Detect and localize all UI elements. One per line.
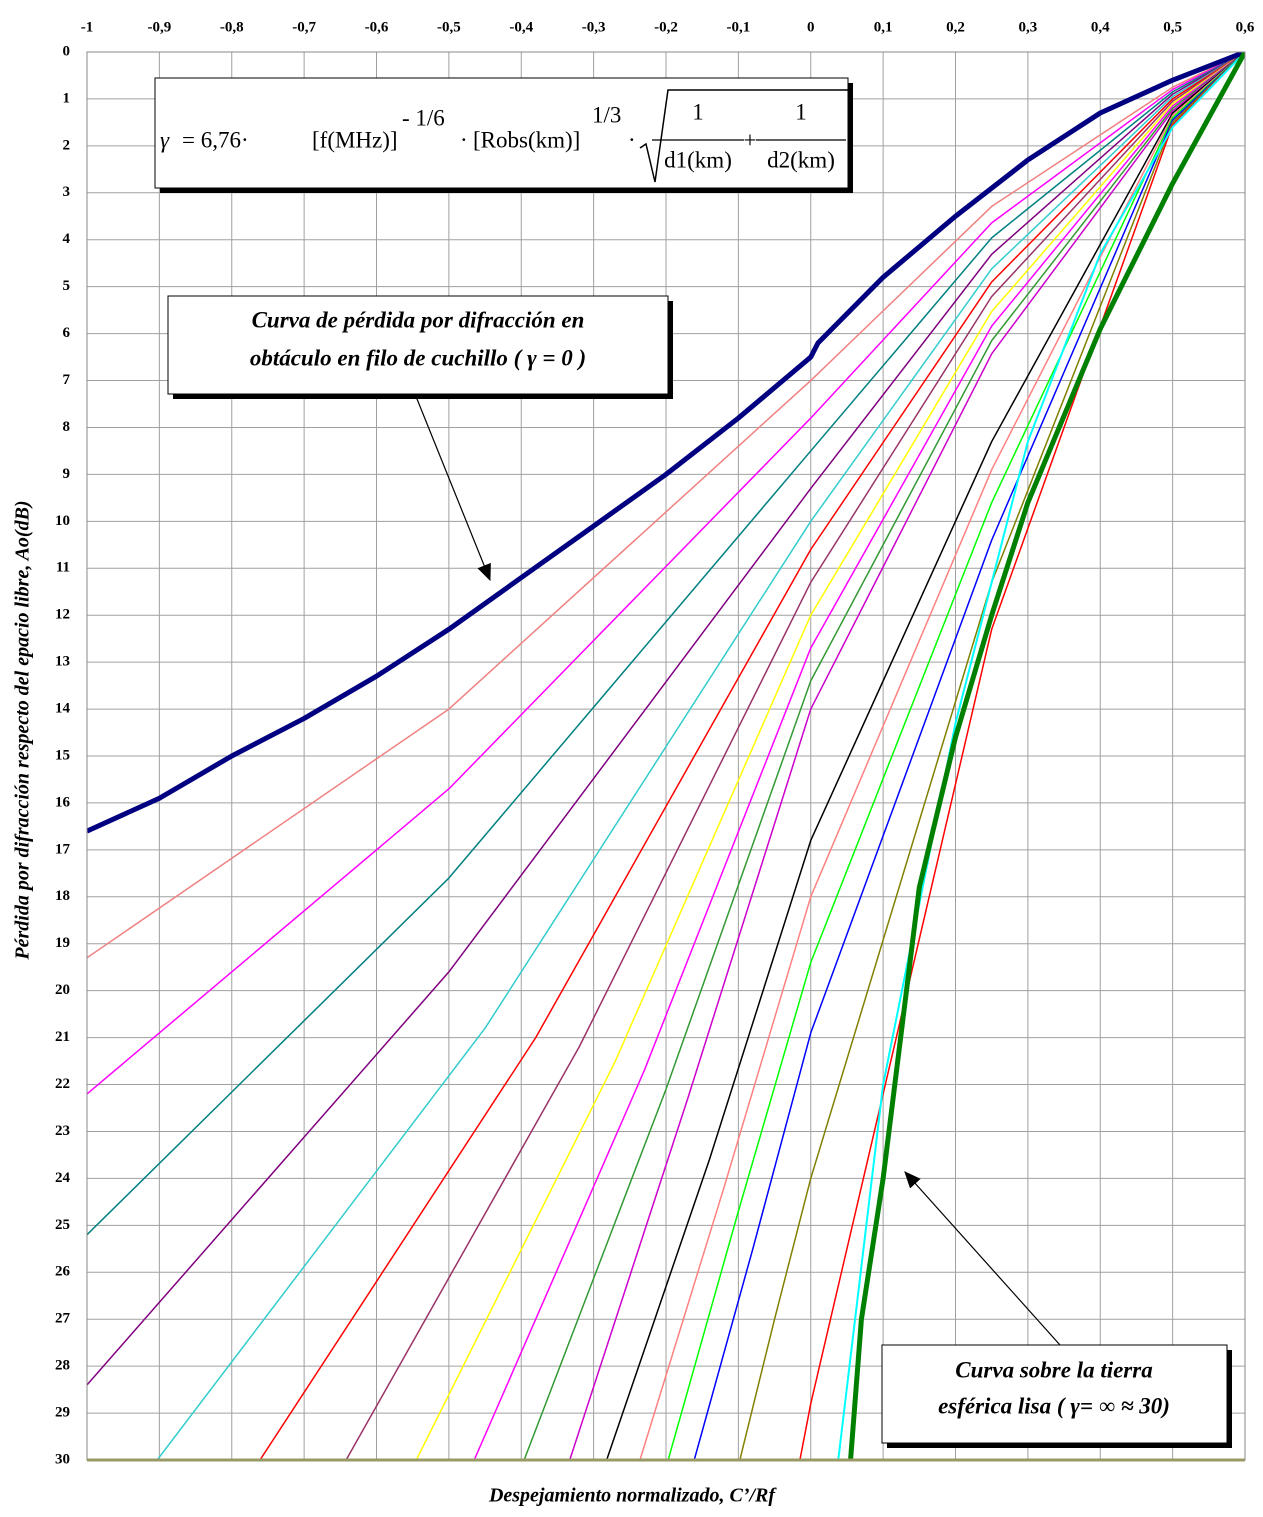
curve	[639, 52, 1245, 1460]
formula-part: ·	[628, 127, 636, 152]
x-tick-label: -0,2	[654, 19, 678, 35]
y-tick-label: 16	[55, 794, 71, 810]
curve	[523, 52, 1245, 1460]
y-tick-label: 24	[55, 1170, 71, 1186]
x-tick-label: 0,4	[1091, 19, 1110, 35]
x-tick-label: -0,7	[292, 19, 316, 35]
curve	[87, 52, 1245, 959]
formula-part: d1(km)	[664, 147, 732, 172]
annotation-box	[167, 295, 669, 395]
formula-part: 1/3	[592, 102, 621, 127]
formula-part: ·	[460, 127, 468, 152]
y-tick-label: 20	[55, 982, 70, 998]
curve	[156, 52, 1245, 1460]
y-tick-label: 11	[56, 560, 70, 576]
x-tick-label: 0,6	[1236, 19, 1255, 35]
x-tick-label: 0,3	[1019, 19, 1038, 35]
curve	[693, 52, 1245, 1460]
formula-part: = 6,76·	[182, 127, 249, 152]
y-tick-label: 2	[63, 137, 71, 153]
y-tick-label: 25	[55, 1217, 70, 1233]
y-tick-label: 6	[63, 325, 71, 341]
y-tick-label: 26	[55, 1264, 71, 1280]
y-tick-label: 10	[55, 513, 70, 529]
x-tick-label: 0,1	[874, 19, 893, 35]
y-tick-label: 3	[63, 184, 71, 200]
sqrt-sign	[639, 89, 848, 183]
curve	[848, 52, 1245, 1460]
y-tick-label: 9	[63, 466, 71, 482]
formula-part: +	[744, 127, 757, 152]
y-tick-label: 5	[63, 278, 71, 294]
formula-part: - 1/6	[402, 105, 445, 130]
y-tick-label: 23	[55, 1123, 70, 1139]
y-tick-label: 7	[63, 372, 71, 388]
curve	[87, 52, 1245, 834]
y-axis-label: Pérdida por difracción respecto del epac…	[12, 500, 34, 960]
x-tick-label: -0,5	[437, 19, 461, 35]
formula-part: d2(km)	[767, 147, 835, 172]
y-tick-label: 1	[63, 90, 71, 106]
y-tick-label: 27	[55, 1311, 71, 1327]
curve	[799, 52, 1245, 1460]
curve	[345, 52, 1245, 1460]
y-tick-label: 12	[55, 607, 70, 623]
curve	[667, 52, 1245, 1460]
x-tick-label: -0,6	[365, 19, 389, 35]
curve	[605, 52, 1245, 1460]
curve	[415, 52, 1245, 1460]
x-tick-label: -0,3	[582, 19, 606, 35]
formula-part: 1	[795, 99, 807, 124]
x-tick-label: -0,9	[148, 19, 172, 35]
y-tick-label: 22	[55, 1076, 70, 1092]
curve	[739, 52, 1245, 1460]
curve	[473, 52, 1245, 1460]
x-tick-label: 0	[807, 19, 815, 35]
formula-part: 1	[692, 99, 704, 124]
curve	[87, 52, 1245, 1386]
y-tick-label: 30	[55, 1451, 70, 1467]
annotation-text: Curva sobre la tierra	[955, 1357, 1152, 1382]
annotation-arrow	[414, 393, 491, 582]
x-tick-label: -0,4	[509, 19, 533, 35]
annotation-arrow	[904, 1171, 1061, 1346]
x-tick-label: -0,1	[727, 19, 751, 35]
curve	[87, 52, 1245, 1236]
x-tick-label: 0,2	[946, 19, 965, 35]
y-tick-label: 8	[63, 419, 71, 435]
y-tick-label: 21	[55, 1029, 70, 1045]
annotation-text: esférica lisa ( γ= ∞ ≈ 30)	[938, 1393, 1170, 1418]
x-tick-label: 0,5	[1163, 19, 1182, 35]
y-tick-label: 15	[55, 747, 70, 763]
formula-part: [f(MHz)]	[312, 127, 398, 152]
formula-box	[154, 77, 849, 189]
y-tick-label: 29	[55, 1405, 70, 1421]
y-tick-label: 18	[55, 888, 70, 904]
formula-part: γ	[160, 127, 170, 152]
annotation-box	[881, 1344, 1228, 1444]
y-tick-label: 19	[55, 935, 70, 951]
y-tick-label: 17	[55, 841, 71, 857]
y-tick-label: 14	[55, 701, 71, 717]
y-tick-label: 13	[55, 654, 70, 670]
curve	[87, 52, 1245, 1095]
curve	[837, 52, 1245, 1460]
formula-part: [Robs(km)]	[473, 127, 580, 152]
x-tick-label: -0,8	[220, 19, 244, 35]
annotation-text: Curva de pérdida por difracción en	[252, 307, 585, 332]
curve	[569, 52, 1245, 1460]
annotation-text: obtáculo en filo de cuchillo ( γ = 0 )	[250, 345, 586, 370]
y-tick-label: 4	[63, 231, 71, 247]
curve	[259, 52, 1245, 1460]
y-tick-label: 28	[55, 1358, 70, 1374]
x-axis-label: Despejamiento normalizado, C’/Rf	[488, 1485, 777, 1507]
y-tick-label: 0	[63, 43, 71, 59]
x-tick-label: -1	[81, 19, 94, 35]
